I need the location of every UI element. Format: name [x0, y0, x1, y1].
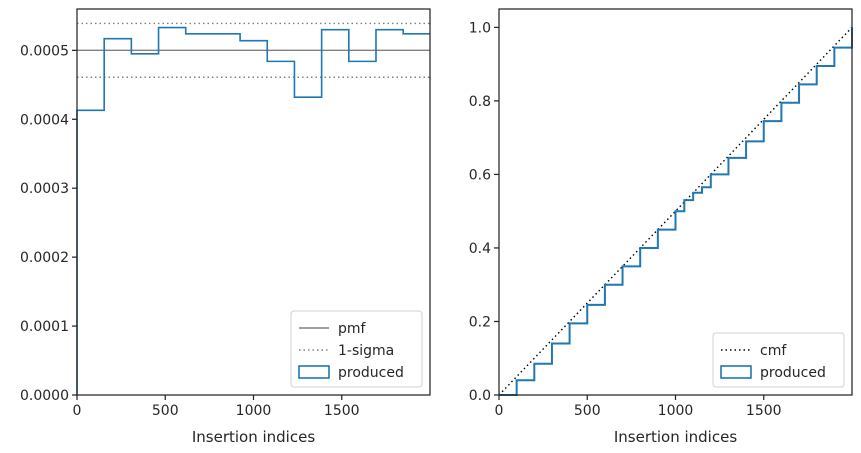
- produced-cumulative-line: [499, 27, 853, 396]
- right-chart-panel: 0 500 1000 1500 0.0 0.2 0.4 0.6 0.8 1.0 Insertion …: [469, 8, 853, 446]
- y-tick-label: 0.0001: [20, 319, 69, 335]
- y-tick-label: 0.8: [469, 94, 491, 110]
- legend-box: [712, 332, 845, 388]
- y-tick-label: 0.0004: [20, 112, 69, 128]
- y-tick-label: 1.0: [469, 20, 491, 36]
- x-tick-label: 1500: [746, 403, 782, 419]
- legend-label: produced: [760, 365, 826, 381]
- legend-swatch-produced: [720, 365, 752, 379]
- left-chart-panel: 0 500 1000 1500 0.0000 0.0001 0.0002 0.0003 0.00…: [20, 8, 431, 446]
- y-tick-label: 0.4: [469, 241, 491, 257]
- y-tick-label: 0.0: [469, 388, 491, 404]
- legend: cmf produced: [712, 332, 845, 388]
- x-tick-label: 1500: [324, 403, 360, 419]
- x-tick-label: 0: [73, 403, 82, 419]
- y-tick-label: 0.0003: [20, 181, 69, 197]
- legend-label: pmf: [338, 321, 367, 337]
- x-tick-label: 500: [152, 403, 179, 419]
- legend: pmf 1-sigma produced: [290, 310, 423, 388]
- x-tick-label: 500: [574, 403, 601, 419]
- x-tick-label: 0: [495, 403, 504, 419]
- legend-label: produced: [338, 365, 404, 381]
- y-tick-label: 0.0002: [20, 250, 69, 266]
- x-axis-label: Insertion indices: [614, 428, 737, 446]
- x-tick-label: 1000: [658, 403, 694, 419]
- y-tick-label: 0.6: [469, 167, 491, 183]
- legend-label: 1-sigma: [338, 343, 394, 359]
- y-tick-label: 0.2: [469, 314, 491, 330]
- x-axis-label: Insertion indices: [192, 428, 315, 446]
- x-tick-label: 1000: [236, 403, 272, 419]
- produced-step-histogram: [76, 26, 430, 395]
- y-tick-label: 0.0000: [20, 388, 69, 404]
- legend-box: [290, 310, 423, 388]
- legend-swatch-produced: [298, 365, 330, 379]
- legend-label: cmf: [760, 343, 787, 359]
- y-tick-label: 0.0005: [20, 43, 69, 59]
